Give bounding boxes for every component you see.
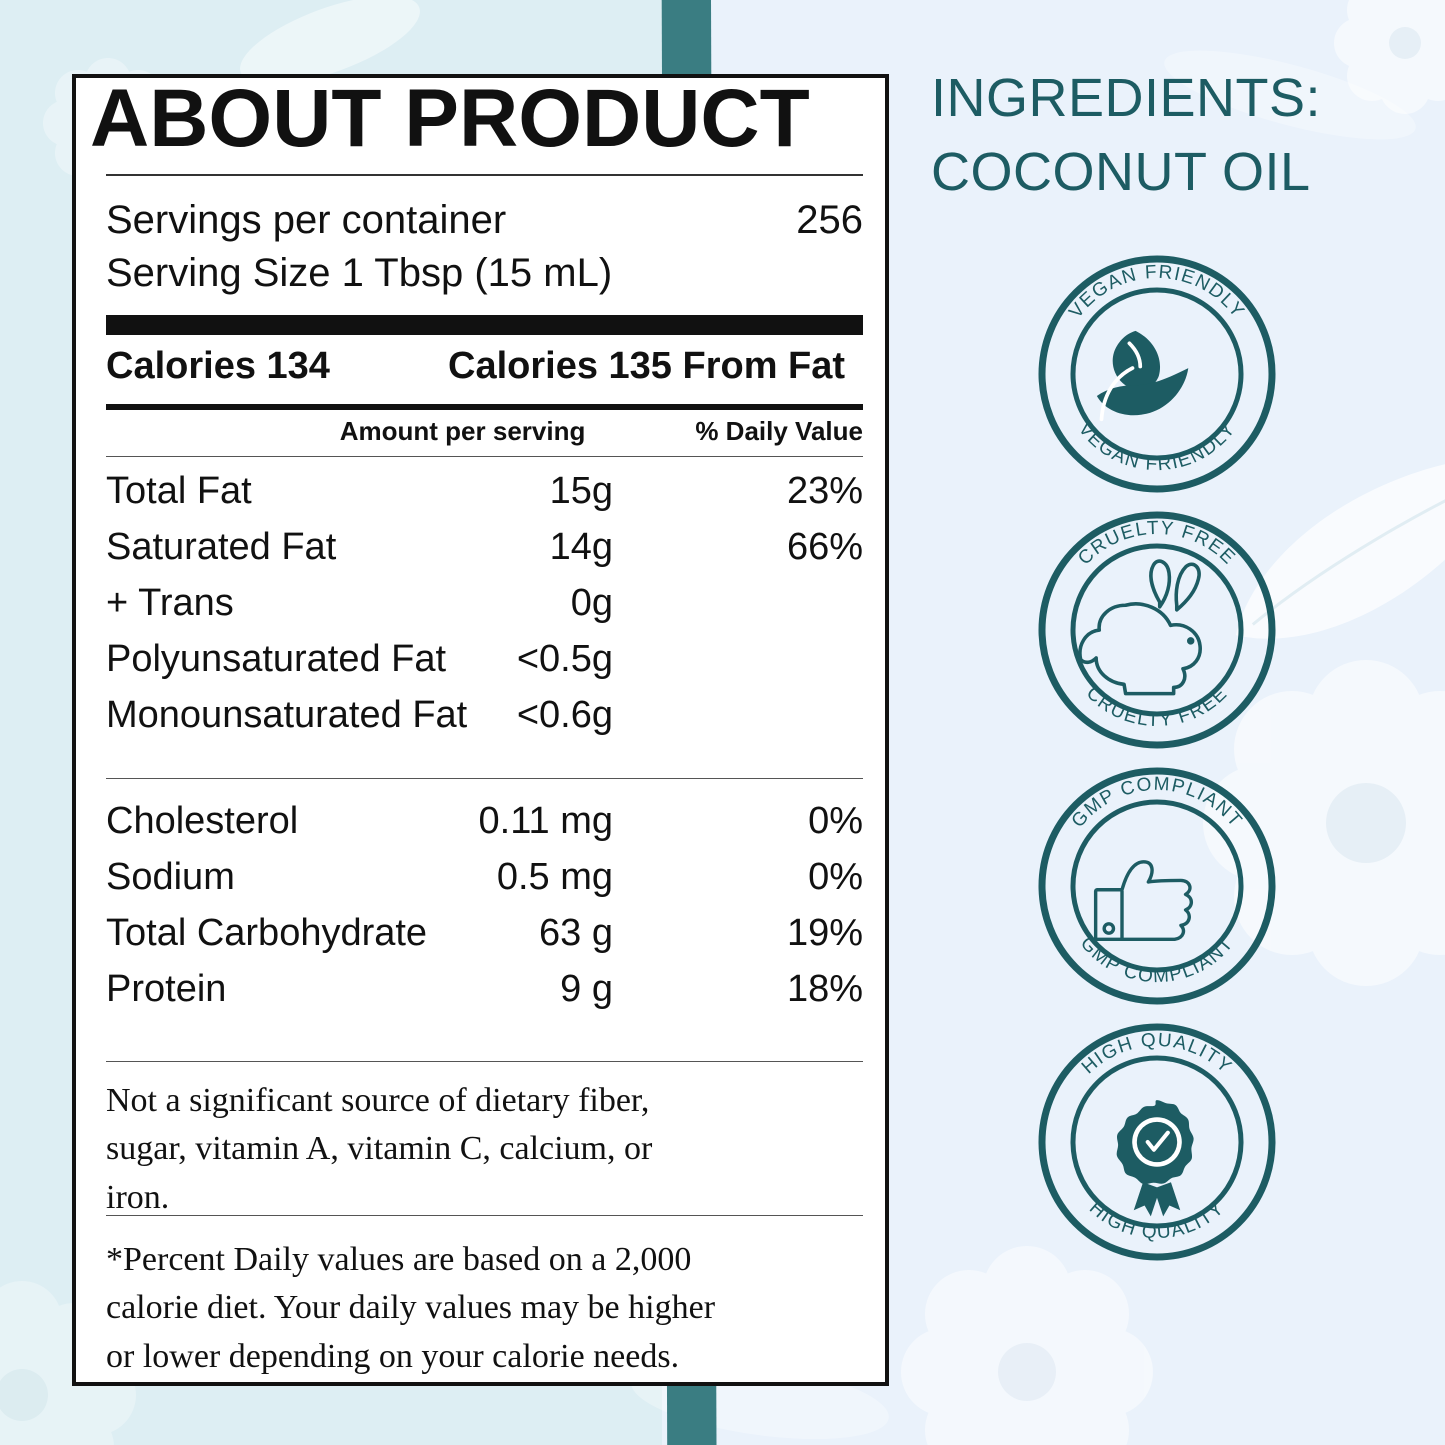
svg-text:VEGAN FRIENDLY: VEGAN FRIENDLY <box>1074 419 1240 476</box>
svg-text:HIGH QUALITY: HIGH QUALITY <box>1078 1030 1236 1079</box>
svg-text:HIGH QUALITY: HIGH QUALITY <box>1085 1197 1229 1243</box>
svg-text:CRUELTY FREE: CRUELTY FREE <box>1082 683 1232 731</box>
